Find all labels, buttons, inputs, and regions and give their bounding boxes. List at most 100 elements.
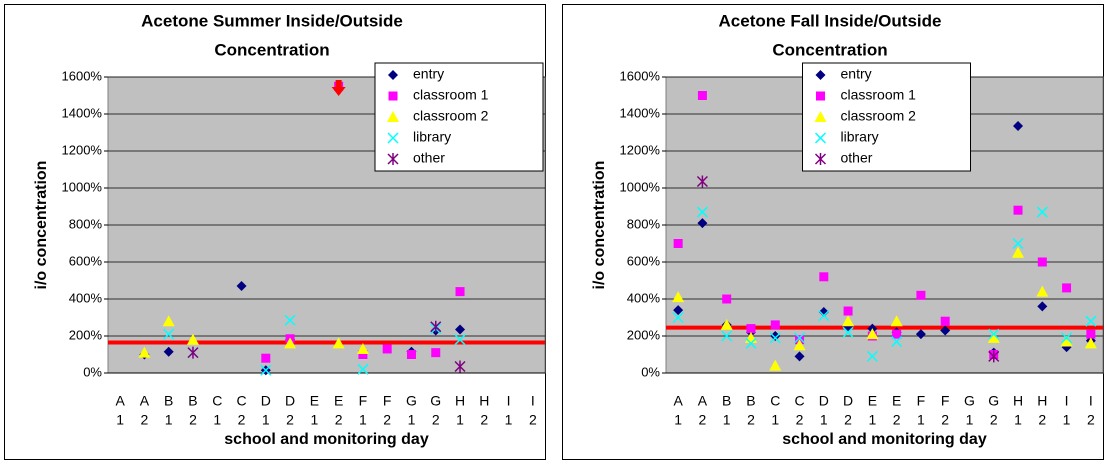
data-point: [1086, 329, 1096, 339]
marker-shape: [261, 353, 271, 363]
x-tick-label: 2: [480, 412, 488, 428]
x-tick-label: F: [941, 393, 950, 409]
x-tick-label: 2: [189, 412, 197, 428]
legend-marker: [815, 70, 826, 80]
y-tick-label: 1000%: [62, 179, 103, 194]
x-tick-label: H: [1037, 393, 1047, 409]
marker-shape: [284, 337, 297, 349]
legend-label: other: [413, 150, 445, 166]
marker-shape: [673, 239, 683, 248]
y-tick-label: 400%: [627, 290, 661, 305]
legend-label: classroom 2: [841, 108, 917, 124]
marker-shape: [770, 320, 780, 330]
marker-shape: [866, 328, 879, 340]
x-tick-label: 2: [990, 412, 998, 428]
data-point: [769, 332, 781, 344]
data-point: [842, 315, 855, 327]
marker-shape: [1037, 301, 1048, 312]
x-tick-label: D: [261, 393, 271, 409]
x-tick-label: 1: [966, 412, 974, 428]
data-point: [746, 324, 756, 334]
marker-shape: [818, 310, 830, 322]
x-tick-label: 1: [771, 412, 779, 428]
marker-shape: [1086, 329, 1096, 339]
x-tick-label: B: [188, 393, 197, 409]
legend-box: [802, 62, 971, 172]
data-point: [455, 287, 465, 297]
data-point: [866, 328, 879, 340]
y-tick-label: 1200%: [620, 142, 661, 157]
x-tick-label: G: [988, 393, 999, 409]
x-tick-label: 2: [1038, 412, 1046, 428]
marker-shape: [454, 334, 466, 346]
y-tick-label: 400%: [69, 290, 103, 305]
marker-shape: [891, 336, 903, 348]
data-point: [236, 281, 247, 292]
x-tick-label: I: [507, 393, 511, 409]
marker-shape: [162, 315, 175, 327]
data-point: [672, 311, 684, 324]
x-tick-label: G: [430, 393, 441, 409]
data-point: [1036, 285, 1049, 297]
legend-label: other: [841, 150, 873, 166]
y-tick-label: 1200%: [62, 142, 103, 157]
marker-shape: [332, 337, 345, 349]
marker-shape: [915, 329, 926, 340]
marker-shape: [940, 325, 951, 336]
legend-marker: [814, 132, 827, 144]
legend-label: library: [841, 129, 879, 145]
marker-shape: [186, 333, 199, 345]
marker-shape: [696, 206, 708, 218]
x-tick-label: C: [236, 393, 246, 409]
marker-shape: [842, 326, 854, 338]
x-tick-label: H: [1013, 393, 1023, 409]
x-tick-label: D: [819, 393, 829, 409]
data-point: [1037, 301, 1048, 312]
data-point: [1061, 332, 1073, 344]
marker-shape: [387, 153, 399, 165]
data-point: [358, 350, 368, 359]
x-tick-label: 2: [529, 412, 537, 428]
x-tick-label: 1: [116, 412, 124, 428]
x-tick-label: G: [406, 393, 417, 409]
x-tick-label: A: [115, 393, 125, 409]
legend-label: entry: [841, 66, 872, 82]
x-tick-label: H: [455, 393, 465, 409]
legend-marker: [814, 111, 827, 122]
data-point: [819, 272, 829, 282]
legend-marker: [816, 91, 825, 101]
marker-shape: [770, 331, 781, 341]
marker-shape: [236, 281, 247, 292]
marker-shape: [988, 350, 1000, 363]
x-tick-label: F: [383, 393, 392, 409]
x-tick-label: C: [794, 393, 804, 409]
marker-shape: [815, 70, 826, 80]
x-tick-label: 2: [1087, 412, 1095, 428]
marker-shape: [1036, 206, 1048, 218]
data-point: [697, 218, 708, 229]
marker-shape: [814, 153, 827, 165]
x-tick-label: A: [140, 393, 150, 409]
marker-shape: [793, 339, 806, 351]
data-point: [842, 326, 854, 338]
data-point: [260, 364, 272, 376]
y-tick-label: 1600%: [620, 68, 661, 83]
data-point: [163, 346, 174, 357]
data-point: [382, 344, 392, 354]
x-tick-label: E: [334, 393, 343, 409]
marker-shape: [1061, 332, 1073, 344]
chart-title: Acetone Fall Inside/Outside: [719, 11, 942, 30]
legend-marker: [387, 132, 399, 144]
data-point: [866, 350, 878, 362]
marker-shape: [163, 346, 174, 357]
legend-marker: [388, 91, 398, 101]
x-tick-label: B: [164, 393, 173, 409]
marker-shape: [1084, 337, 1097, 349]
x-tick-label: G: [964, 393, 975, 409]
x-tick-label: 1: [917, 412, 925, 428]
data-point: [1085, 315, 1097, 327]
y-axis-label: i/o concentration: [33, 161, 50, 290]
x-tick-label: 2: [238, 412, 246, 428]
data-point: [987, 331, 1000, 343]
